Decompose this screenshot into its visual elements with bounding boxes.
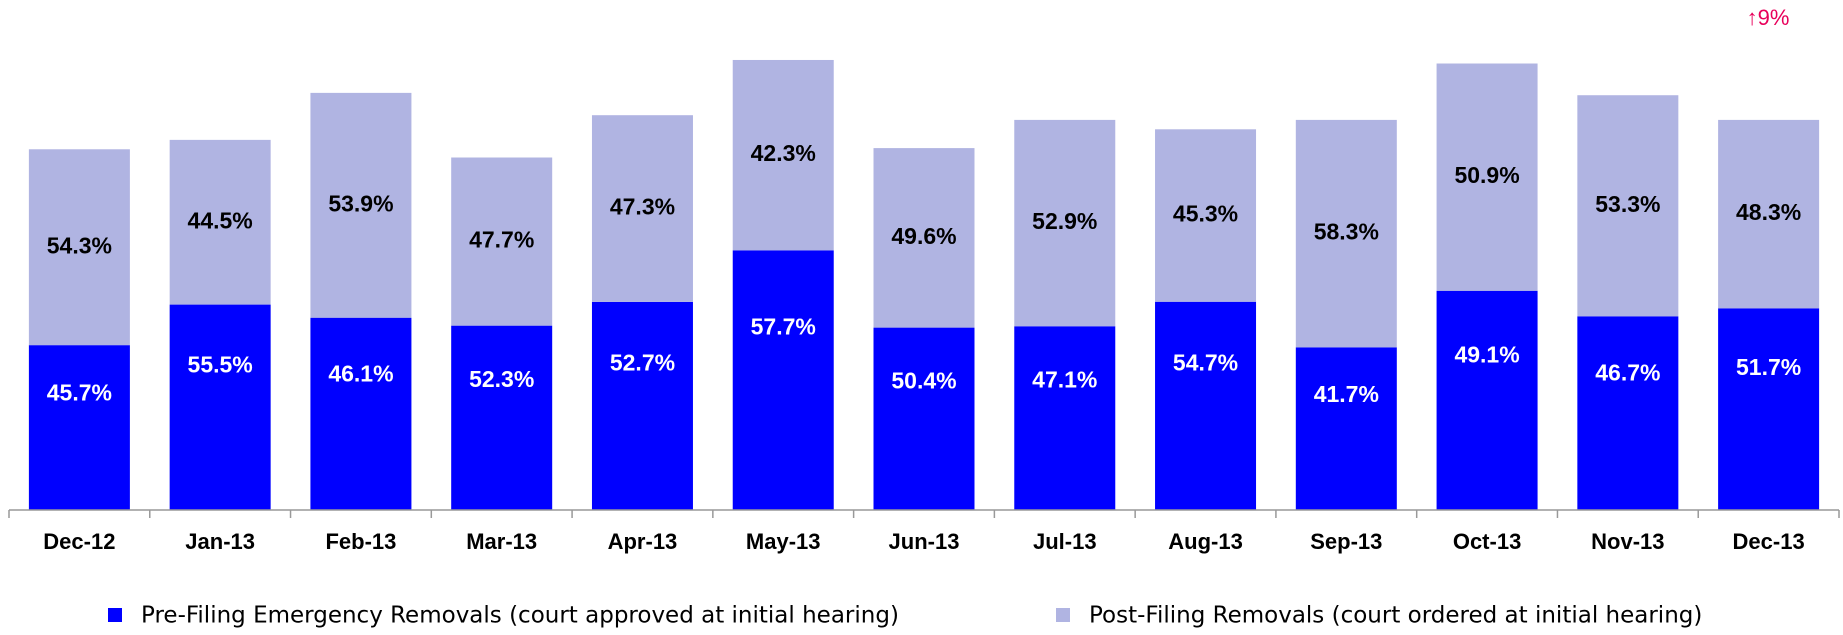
data-label: 44.5% xyxy=(188,207,253,233)
x-tick-label: Dec-13 xyxy=(1733,529,1805,554)
legend-swatch xyxy=(1056,608,1070,622)
data-label: 46.1% xyxy=(328,360,393,386)
data-label: 47.3% xyxy=(610,194,675,220)
bar-segment xyxy=(310,92,412,318)
x-tick-label: Sep-13 xyxy=(1310,529,1382,554)
data-label: 52.3% xyxy=(469,366,534,392)
bar-segment xyxy=(591,115,693,302)
data-label: 45.7% xyxy=(47,380,112,406)
data-label: 53.9% xyxy=(328,190,393,216)
x-tick-label: Nov-13 xyxy=(1591,529,1664,554)
data-label: 45.3% xyxy=(1173,201,1238,227)
bar-segment xyxy=(1295,347,1397,510)
data-label: 50.4% xyxy=(891,367,956,393)
annotation: ↑9% xyxy=(1747,5,1790,30)
bar-segment xyxy=(310,317,412,510)
data-label: 54.7% xyxy=(1173,349,1238,375)
bar-segment xyxy=(1577,95,1679,317)
data-label: 57.7% xyxy=(751,313,816,339)
bar-segment xyxy=(1014,326,1116,510)
x-tick-label: Mar-13 xyxy=(466,529,537,554)
data-label: 42.3% xyxy=(751,140,816,166)
bar-segment xyxy=(873,148,975,328)
data-label: 46.7% xyxy=(1595,359,1660,385)
bar-segment xyxy=(28,149,130,346)
data-label: 55.5% xyxy=(188,351,253,377)
bar-segment xyxy=(1155,129,1257,302)
bar-segment xyxy=(1436,63,1538,291)
data-label: 58.3% xyxy=(1314,219,1379,245)
bar-segment xyxy=(1295,119,1397,348)
x-tick-label: Jul-13 xyxy=(1033,529,1097,554)
x-tick-label: Jun-13 xyxy=(889,529,960,554)
data-label: 51.7% xyxy=(1736,354,1801,380)
x-tick-label: May-13 xyxy=(746,529,821,554)
bar-segment xyxy=(1718,119,1820,309)
bar-segment xyxy=(873,327,975,510)
bar-segment xyxy=(169,139,271,305)
data-label: 50.9% xyxy=(1454,162,1519,188)
bar-segment xyxy=(732,250,834,510)
legend-label: Post-Filing Removals (court ordered at i… xyxy=(1089,603,1702,629)
bar-segment xyxy=(1577,316,1679,510)
x-tick-label: Apr-13 xyxy=(608,529,678,554)
bar-segment xyxy=(451,157,553,326)
legend-label: Pre-Filing Emergency Removals (court app… xyxy=(141,603,899,629)
x-tick-label: Jan-13 xyxy=(185,529,255,554)
bar-segment xyxy=(591,301,693,510)
data-label: 52.9% xyxy=(1032,208,1097,234)
data-label: 48.3% xyxy=(1736,199,1801,225)
bar-segment xyxy=(1155,301,1257,510)
data-label: 52.7% xyxy=(610,349,675,375)
bar-segment xyxy=(1436,290,1538,510)
x-tick-label: Feb-13 xyxy=(325,529,396,554)
bar-segment xyxy=(732,59,834,251)
data-label: 49.6% xyxy=(891,223,956,249)
data-label: 47.7% xyxy=(469,227,534,253)
bar-segment xyxy=(1014,119,1116,327)
data-label: 47.1% xyxy=(1032,366,1097,392)
bar-segment xyxy=(1718,308,1820,510)
data-label: 53.3% xyxy=(1595,191,1660,217)
legend-swatch xyxy=(108,608,122,622)
data-label: 54.3% xyxy=(47,232,112,258)
bar-segment xyxy=(451,325,553,510)
x-tick-label: Dec-12 xyxy=(43,529,115,554)
x-tick-label: Aug-13 xyxy=(1168,529,1243,554)
data-label: 49.1% xyxy=(1454,342,1519,368)
x-tick-label: Oct-13 xyxy=(1453,529,1521,554)
data-label: 41.7% xyxy=(1314,381,1379,407)
bar-segment xyxy=(169,304,271,510)
bar-segment xyxy=(28,345,130,510)
